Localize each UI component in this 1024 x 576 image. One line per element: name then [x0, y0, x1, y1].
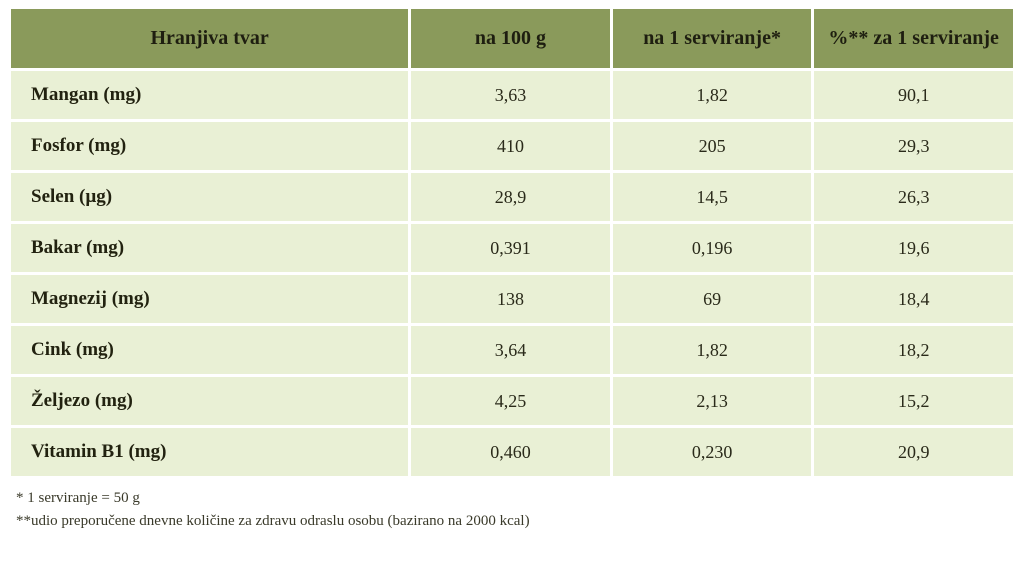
cell-pct: 18,4 — [814, 275, 1013, 323]
cell-nutrient: Bakar (mg) — [11, 224, 408, 272]
cell-per100: 28,9 — [411, 173, 610, 221]
cell-perserv: 14,5 — [613, 173, 812, 221]
footnotes: * 1 serviranje = 50 g **udio preporučene… — [8, 487, 1016, 532]
col-per100: na 100 g — [411, 9, 610, 68]
table-row: Mangan (mg) 3,63 1,82 90,1 — [11, 71, 1013, 119]
col-perserv: na 1 serviranje* — [613, 9, 812, 68]
cell-pct: 26,3 — [814, 173, 1013, 221]
cell-per100: 0,460 — [411, 428, 610, 476]
cell-per100: 3,63 — [411, 71, 610, 119]
nutrition-table: Hranjiva tvar na 100 g na 1 serviranje* … — [8, 6, 1016, 479]
cell-pct: 20,9 — [814, 428, 1013, 476]
cell-perserv: 205 — [613, 122, 812, 170]
table-header-row: Hranjiva tvar na 100 g na 1 serviranje* … — [11, 9, 1013, 68]
col-nutrient: Hranjiva tvar — [11, 9, 408, 68]
cell-perserv: 2,13 — [613, 377, 812, 425]
table-row: Cink (mg) 3,64 1,82 18,2 — [11, 326, 1013, 374]
footnote-1: * 1 serviranje = 50 g — [16, 487, 1016, 510]
cell-nutrient: Željezo (mg) — [11, 377, 408, 425]
cell-per100: 3,64 — [411, 326, 610, 374]
cell-nutrient: Mangan (mg) — [11, 71, 408, 119]
table-row: Bakar (mg) 0,391 0,196 19,6 — [11, 224, 1013, 272]
cell-pct: 19,6 — [814, 224, 1013, 272]
cell-nutrient: Cink (mg) — [11, 326, 408, 374]
cell-nutrient: Magnezij (mg) — [11, 275, 408, 323]
cell-perserv: 0,230 — [613, 428, 812, 476]
table-row: Selen (µg) 28,9 14,5 26,3 — [11, 173, 1013, 221]
table-row: Vitamin B1 (mg) 0,460 0,230 20,9 — [11, 428, 1013, 476]
cell-pct: 15,2 — [814, 377, 1013, 425]
cell-nutrient: Vitamin B1 (mg) — [11, 428, 408, 476]
table-row: Željezo (mg) 4,25 2,13 15,2 — [11, 377, 1013, 425]
cell-pct: 29,3 — [814, 122, 1013, 170]
table-row: Magnezij (mg) 138 69 18,4 — [11, 275, 1013, 323]
cell-nutrient: Fosfor (mg) — [11, 122, 408, 170]
cell-pct: 90,1 — [814, 71, 1013, 119]
cell-perserv: 1,82 — [613, 326, 812, 374]
cell-per100: 138 — [411, 275, 610, 323]
cell-pct: 18,2 — [814, 326, 1013, 374]
cell-perserv: 69 — [613, 275, 812, 323]
cell-per100: 4,25 — [411, 377, 610, 425]
cell-per100: 0,391 — [411, 224, 610, 272]
cell-perserv: 0,196 — [613, 224, 812, 272]
cell-perserv: 1,82 — [613, 71, 812, 119]
col-pct: %** za 1 serviranje — [814, 9, 1013, 68]
cell-per100: 410 — [411, 122, 610, 170]
cell-nutrient: Selen (µg) — [11, 173, 408, 221]
table-row: Fosfor (mg) 410 205 29,3 — [11, 122, 1013, 170]
footnote-2: **udio preporučene dnevne količine za zd… — [16, 510, 1016, 533]
